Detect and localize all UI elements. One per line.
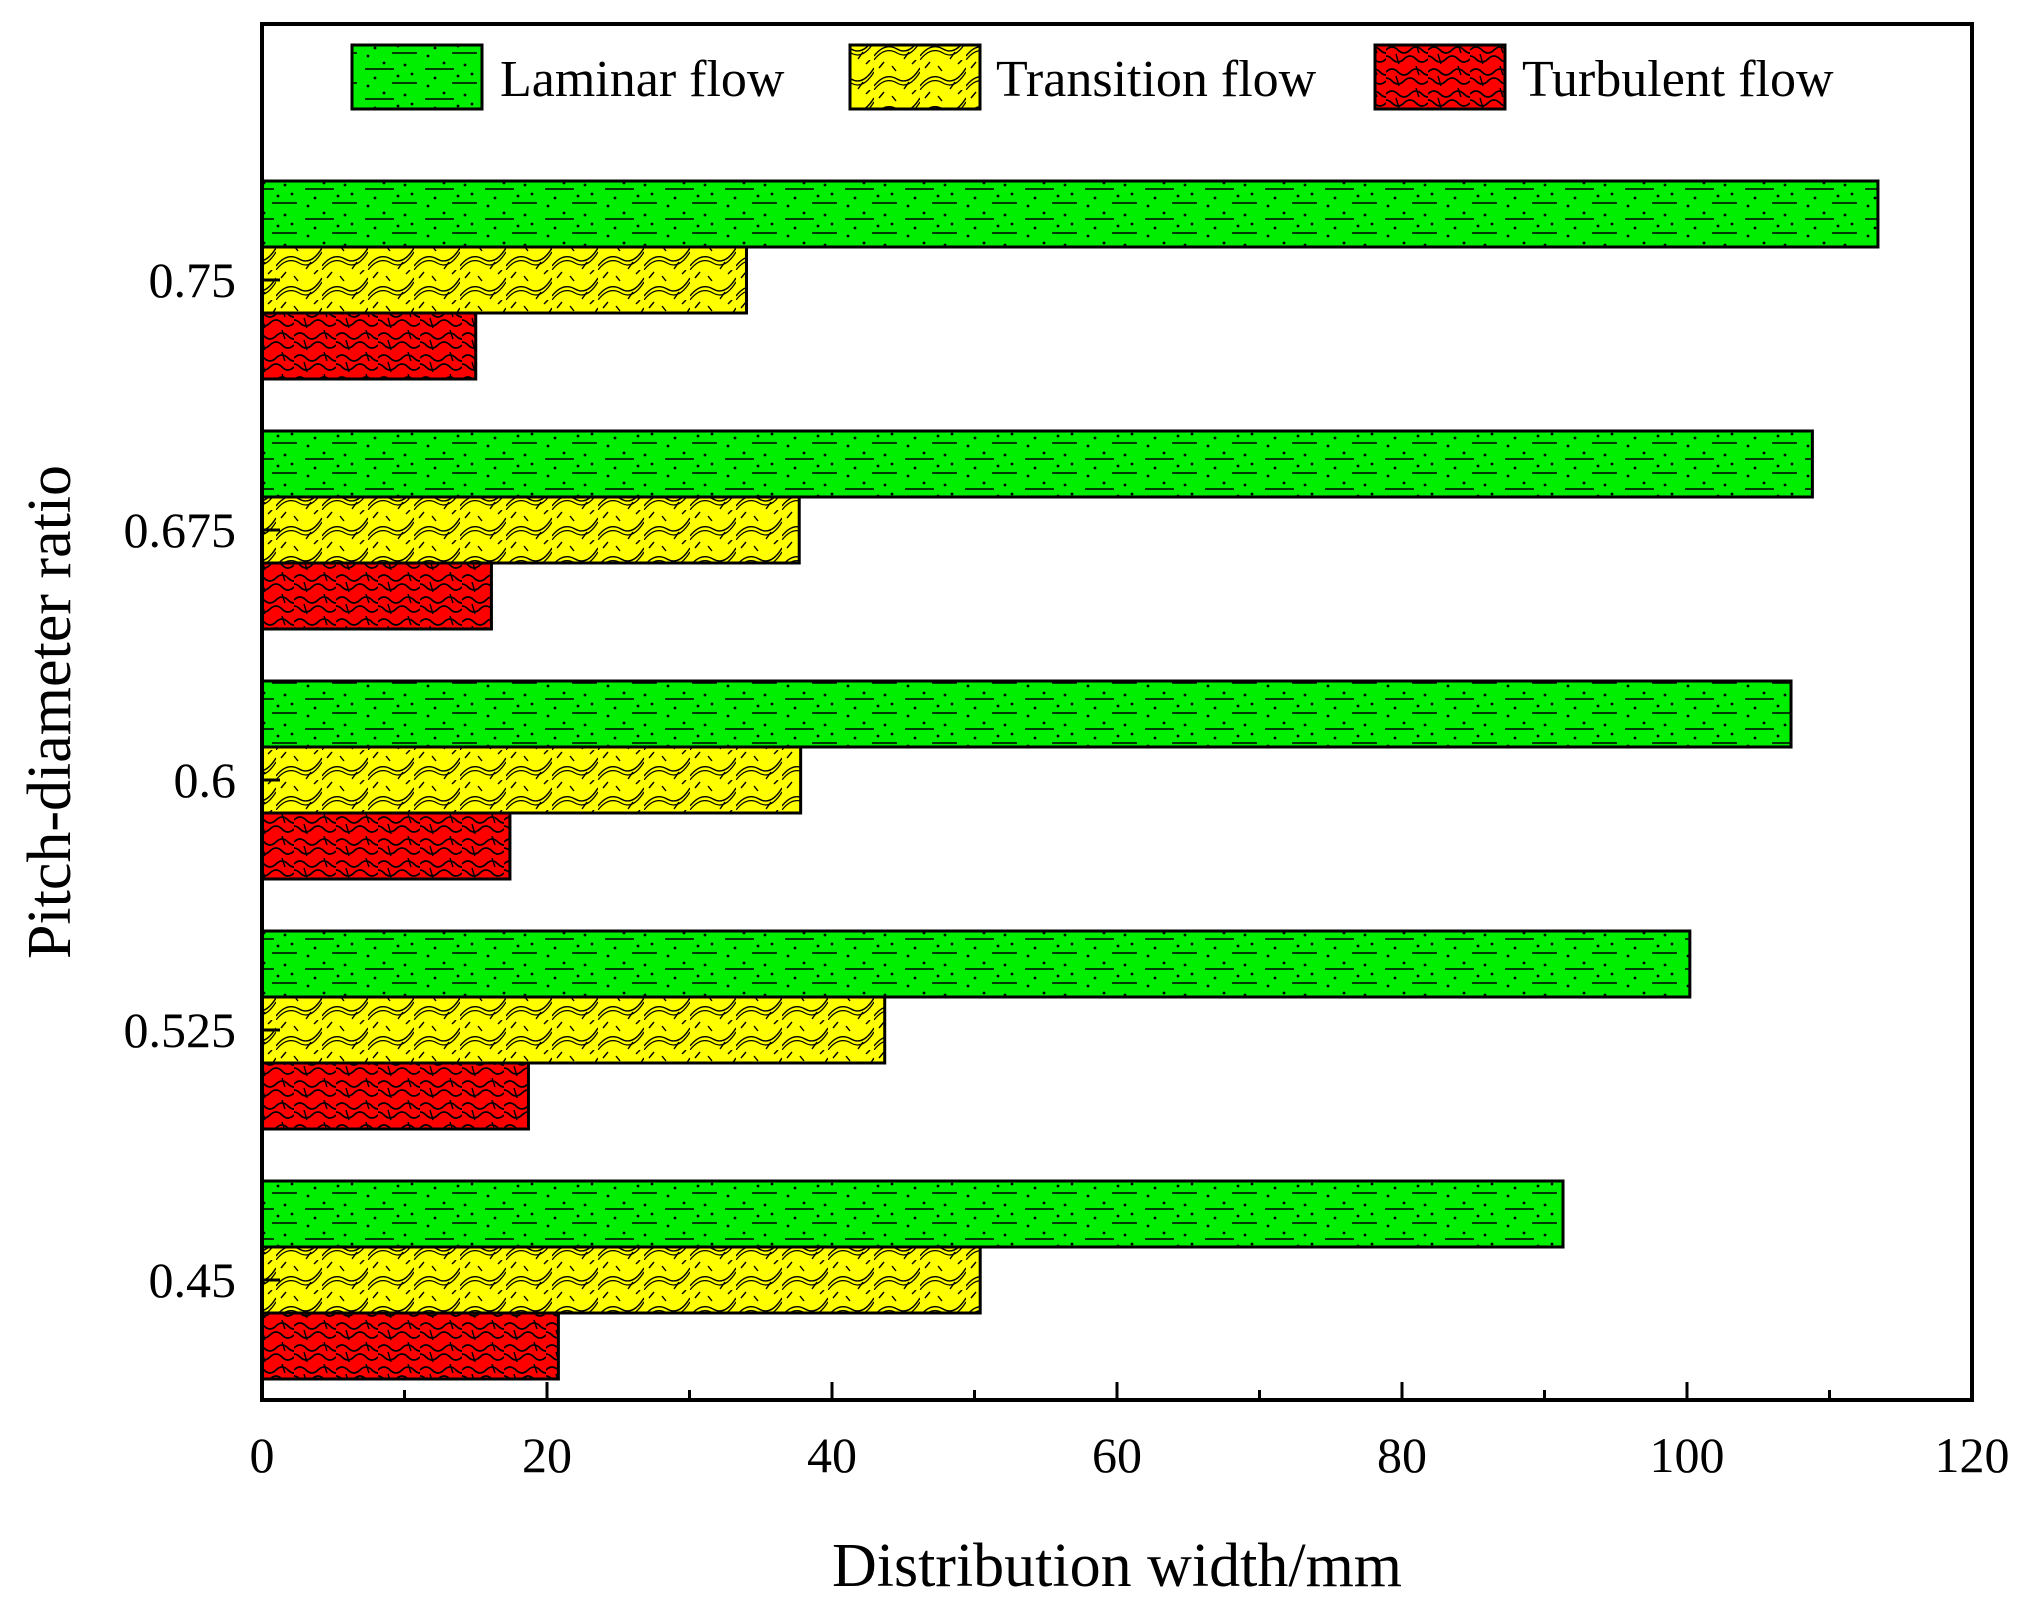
bar-laminar-flow-0.6 <box>260 679 1793 749</box>
bar-laminar-flow-0.525 <box>260 929 1692 999</box>
legend-label-turbulent-flow: Turbulent flow <box>1522 51 1834 108</box>
y-tick-label: 0.525 <box>124 1002 237 1058</box>
bar-transition-flow-0.675 <box>260 495 801 565</box>
y-axis-title: Pitch-diameter ratio <box>16 465 84 959</box>
legend-swatch-laminar-flow <box>350 43 484 111</box>
bar-turbulent-flow-0.675 <box>260 561 493 631</box>
bar-transition-flow-0.6 <box>260 745 803 815</box>
bar-transition-flow-0.525 <box>260 995 887 1065</box>
x-axis-title: Distribution width/mm <box>832 1532 1402 1600</box>
legend-item-laminar-flow: Laminar flow <box>350 43 785 111</box>
axis-group: 0.45 0.525 0.6 0.675 0.75 0 20 40 60 80 100 120 <box>124 252 2010 1483</box>
bar-turbulent-flow-0.75 <box>260 311 478 381</box>
legend-item-transition-flow: Transition flow <box>848 43 1317 111</box>
legend-item-turbulent-flow: Turbulent flow <box>1373 43 1834 111</box>
legend-label-laminar-flow: Laminar flow <box>500 51 785 108</box>
legend: Laminar flow Transition flow Turbulent flo… <box>350 43 1834 111</box>
bars-group <box>260 179 1880 1381</box>
x-tick-label: 60 <box>1092 1427 1142 1483</box>
bar-turbulent-flow-0.45 <box>260 1311 560 1381</box>
x-tick-label: 80 <box>1377 1427 1427 1483</box>
bar-transition-flow-0.75 <box>260 245 748 315</box>
bar-laminar-flow-0.45 <box>260 1179 1565 1249</box>
bar-laminar-flow-0.75 <box>260 179 1880 249</box>
x-tick-label: 40 <box>807 1427 857 1483</box>
y-tick-label: 0.75 <box>149 252 237 308</box>
x-tick-label: 100 <box>1650 1427 1725 1483</box>
bar-turbulent-flow-0.525 <box>260 1061 530 1131</box>
x-tick-label: 0 <box>250 1427 275 1483</box>
bar-transition-flow-0.45 <box>260 1245 982 1315</box>
x-tick-label: 20 <box>522 1427 572 1483</box>
bar-turbulent-flow-0.6 <box>260 811 512 881</box>
y-tick-label: 0.6 <box>174 752 237 808</box>
legend-swatch-transition-flow <box>848 43 982 111</box>
y-tick-label: 0.675 <box>124 502 237 558</box>
x-tick-label: 120 <box>1935 1427 2010 1483</box>
bar-laminar-flow-0.675 <box>260 429 1814 499</box>
legend-label-transition-flow: Transition flow <box>996 51 1317 108</box>
legend-swatch-turbulent-flow <box>1373 43 1507 111</box>
y-tick-label: 0.45 <box>149 1252 237 1308</box>
